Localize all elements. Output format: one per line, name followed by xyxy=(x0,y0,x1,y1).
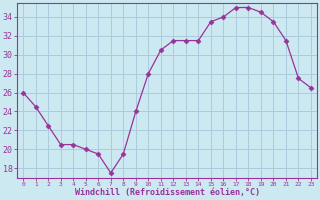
X-axis label: Windchill (Refroidissement éolien,°C): Windchill (Refroidissement éolien,°C) xyxy=(75,188,260,197)
